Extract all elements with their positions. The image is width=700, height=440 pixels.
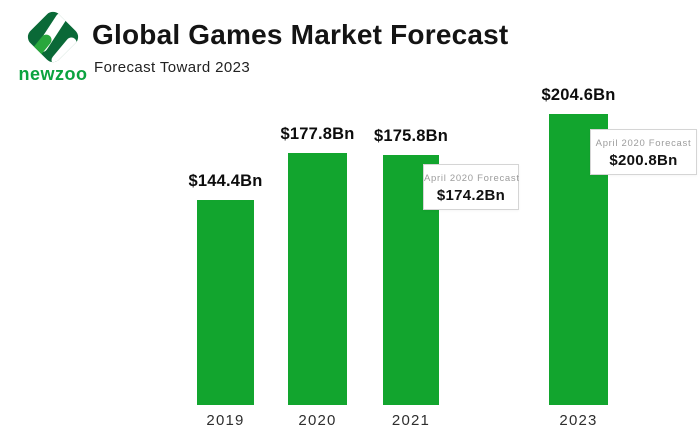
value-label-2023: $204.6Bn	[541, 86, 616, 104]
page-title: Global Games Market Forecast	[92, 19, 509, 50]
newzoo-logo: newzoo	[12, 6, 94, 85]
newzoo-wordmark: newzoo	[18, 64, 88, 84]
axis-label-2021: 2021	[391, 412, 431, 429]
forecast-annotation-caption: April 2020 Forecast	[595, 138, 692, 149]
page-subtitle: Forecast Toward 2023	[94, 59, 251, 76]
newzoo-diamond-icon	[27, 11, 79, 66]
axis-label-2019: 2019	[206, 412, 245, 429]
forecast-annotation-value: $174.2Bn	[436, 187, 506, 204]
axis-label-2020: 2020	[298, 412, 337, 429]
bar-2019	[197, 200, 254, 405]
value-label-2019: $144.4Bn	[188, 172, 263, 190]
forecast-annotation-caption: April 2020 Forecast	[424, 173, 520, 184]
bar-2020	[288, 153, 347, 405]
value-label-2021: $175.8Bn	[373, 127, 449, 145]
forecast-annotation-2023: April 2020 Forecast $200.8Bn	[590, 129, 697, 175]
forecast-annotation-value: $200.8Bn	[609, 152, 678, 169]
axis-label-2023: 2023	[559, 412, 598, 429]
forecast-annotation-2021: April 2020 Forecast $174.2Bn	[423, 164, 519, 210]
value-label-2020: $177.8Bn	[280, 125, 355, 143]
